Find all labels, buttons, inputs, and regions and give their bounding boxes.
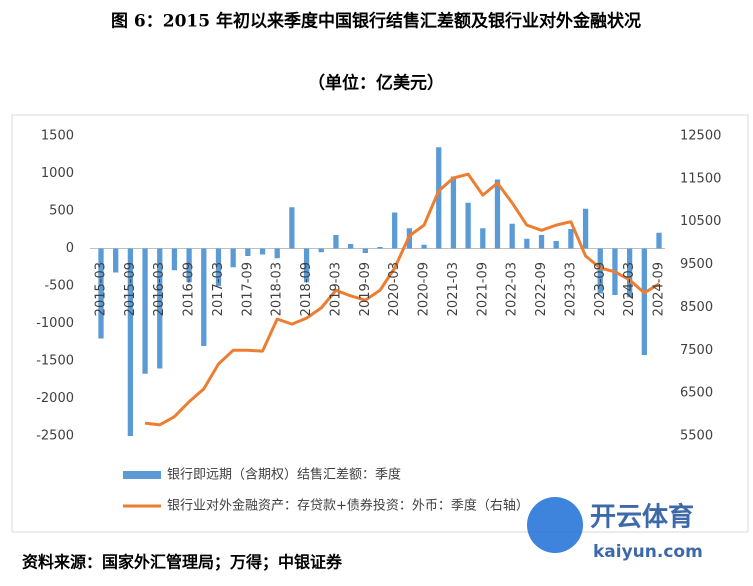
x-tick-label: 2018-03 — [270, 262, 285, 316]
y2-tick-label: 8500 — [680, 300, 713, 315]
bar — [465, 202, 471, 249]
watermark-logo — [527, 497, 583, 553]
bar — [215, 248, 222, 286]
bar — [436, 147, 442, 249]
x-tick-label: 2021-09 — [475, 262, 490, 316]
bar — [656, 232, 662, 249]
bar — [157, 248, 163, 369]
y-tick-label: 1000 — [41, 166, 74, 181]
bar — [171, 248, 178, 271]
bar — [568, 229, 574, 249]
bar — [333, 235, 339, 249]
bar — [641, 248, 647, 355]
x-tick-label: 2017-03 — [211, 262, 226, 316]
y2-tick-label: 11500 — [680, 171, 721, 186]
bar — [626, 248, 633, 298]
y2-tick-label: 9500 — [680, 257, 713, 272]
x-tick-label: 2023-03 — [563, 262, 578, 316]
watermark-site: kaiyun.com — [593, 542, 703, 562]
x-tick-label: 2021-03 — [446, 262, 461, 316]
bar — [524, 238, 530, 249]
x-tick-label: 2015-03 — [94, 262, 109, 316]
y2-tick-label: 12500 — [680, 129, 721, 144]
x-tick-label: 2019-09 — [358, 262, 373, 316]
y2-tick-label: 5500 — [680, 429, 713, 444]
x-tick-label: 2020-03 — [387, 262, 402, 316]
bar — [289, 207, 295, 249]
x-tick-label: 2016-09 — [182, 262, 197, 316]
y2-tick-label: 7500 — [680, 343, 713, 358]
bar — [201, 248, 207, 346]
x-tick-label: 2022-03 — [505, 262, 520, 316]
x-tick-label: 2024-03 — [622, 262, 637, 316]
bar — [392, 212, 398, 249]
watermark-brand: 开云体育 — [590, 502, 694, 533]
bar — [186, 248, 192, 283]
bar — [142, 248, 148, 374]
bar — [421, 244, 427, 249]
bar — [509, 223, 515, 249]
line — [144, 172, 660, 427]
bar — [450, 176, 457, 249]
bar — [259, 248, 266, 255]
bar — [538, 235, 545, 249]
legend-swatch — [123, 471, 161, 479]
y-tick-label: -2500 — [36, 429, 74, 444]
bar — [98, 248, 104, 339]
bar — [303, 248, 310, 283]
source: 资料来源：国家外汇管理局；万得；中银证券 — [22, 553, 343, 572]
y-tick-label: 1500 — [41, 129, 74, 144]
y-tick-label: -500 — [44, 279, 74, 294]
plot-frame — [11, 114, 749, 533]
y2-tick-label: 10500 — [680, 214, 721, 229]
y-tick-label: -1000 — [36, 316, 74, 331]
x-tick-label: 2017-09 — [240, 262, 255, 316]
bar — [245, 248, 251, 256]
x-tick-label: 2022-09 — [534, 262, 549, 316]
bar — [553, 241, 559, 249]
x-tick-label: 2019-03 — [328, 262, 343, 316]
bar — [480, 228, 486, 249]
y-tick-label: -2000 — [36, 391, 74, 406]
x-tick-label: 2024-09 — [652, 262, 667, 316]
bar — [597, 248, 603, 294]
bar — [127, 248, 134, 436]
y-tick-label: 0 — [66, 241, 74, 256]
x-tick-label: 2020-09 — [417, 262, 432, 316]
legend-label: 银行即远期（含期权）结售汇差额：季度 — [167, 467, 401, 483]
bar — [274, 248, 280, 259]
bar — [318, 248, 324, 253]
x-tick-label: 2016-03 — [152, 262, 167, 316]
x-tick-label: 2023-09 — [593, 262, 608, 316]
x-tick-label: 2015-09 — [123, 262, 138, 316]
x-tick-label: 2018-09 — [299, 262, 314, 316]
watermark: 开云体育 kaiyun.com — [527, 497, 703, 562]
bar — [230, 248, 236, 268]
chart-subtitle: （单位：亿美元） — [308, 73, 444, 94]
bar — [347, 244, 354, 249]
y2-tick-label: 6500 — [680, 386, 713, 401]
y-tick-label: -1500 — [36, 354, 74, 369]
chart-title: 图 6：2015 年初以来季度中国银行结售汇差额及银行业对外金融状况 — [111, 11, 641, 32]
legend-label: 银行业对外金融资产：存贷款+债券投资：外币：季度（右轴） — [167, 498, 529, 514]
bar — [582, 208, 589, 249]
bar — [377, 247, 383, 249]
bar — [494, 179, 501, 249]
bar — [113, 248, 119, 273]
bar — [362, 248, 368, 253]
y-tick-label: 500 — [49, 204, 74, 219]
